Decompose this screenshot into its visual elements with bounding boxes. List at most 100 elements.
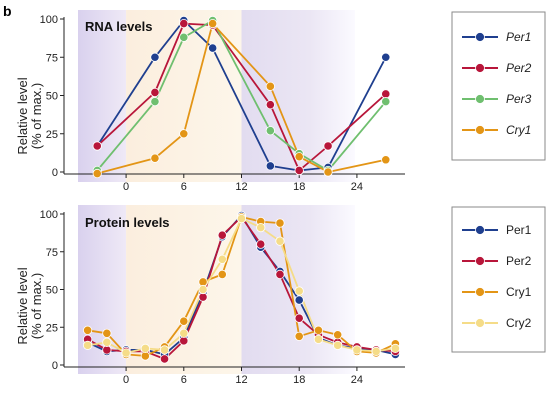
x-tick-label: 0 xyxy=(123,374,129,386)
protein-levels-chart: 0 25 50 75 100 0 6 12 18 24 Protein levels Relati… xyxy=(15,205,405,386)
legend-label: Cry2 xyxy=(506,316,532,330)
legend-label: Per3 xyxy=(506,92,532,106)
legend-item-cry1: Cry1 xyxy=(462,123,531,137)
data-point-per3 xyxy=(150,97,160,107)
data-point-per1 xyxy=(208,43,218,53)
data-point-per2 xyxy=(159,354,170,364)
protein-legend: Per1 Per2 Cry1 Cry2 xyxy=(451,206,546,353)
x-tick-label: 18 xyxy=(293,181,305,193)
data-point-per1 xyxy=(265,161,275,171)
night-band-early xyxy=(78,10,127,182)
data-point-cry1 xyxy=(179,316,189,326)
legend-label: Cry1 xyxy=(506,285,532,299)
legend-swatch-marker xyxy=(475,287,485,297)
data-point-cry1 xyxy=(381,155,391,165)
data-point-per2 xyxy=(179,18,189,29)
data-point-per1 xyxy=(381,52,391,62)
legend-swatch-marker xyxy=(475,32,485,42)
data-point-per2 xyxy=(294,165,304,176)
y-tick-label: 0 xyxy=(52,360,58,372)
y-tick-label: 75 xyxy=(46,247,58,259)
data-point-cry1 xyxy=(92,168,102,179)
legend-label: Per1 xyxy=(506,30,531,44)
data-point-cry2 xyxy=(294,286,304,296)
x-tick-label: 12 xyxy=(235,374,247,386)
y-axis-label: Relative level (% of max.) xyxy=(15,267,44,344)
legend-box xyxy=(451,206,546,353)
series-line-per3 xyxy=(96,19,387,172)
data-point-per2 xyxy=(198,292,208,302)
data-point-cry2 xyxy=(275,236,285,246)
data-point-per2 xyxy=(323,141,333,151)
data-point-cry2 xyxy=(390,343,400,353)
data-point-cry2 xyxy=(159,345,170,355)
y-axis-label-line-1: Relative level xyxy=(15,77,30,154)
y-tick-label: 0 xyxy=(52,167,58,179)
data-point-per3 xyxy=(179,32,189,42)
data-point-cry2 xyxy=(352,345,362,355)
legend-label: Per2 xyxy=(506,254,532,268)
data-point-cry1 xyxy=(102,328,112,338)
data-point-cry1 xyxy=(150,153,160,163)
legend-item-per1: Per1 xyxy=(462,30,531,44)
data-point-per2 xyxy=(256,239,266,249)
data-point-cry1 xyxy=(198,277,208,287)
data-point-per2 xyxy=(381,89,391,99)
data-point-per2 xyxy=(217,230,227,240)
data-point-cry2 xyxy=(179,328,189,338)
x-tick-label: 12 xyxy=(235,181,247,193)
data-point-per3 xyxy=(265,126,275,136)
data-point-per1 xyxy=(294,295,304,305)
legend-swatch-marker xyxy=(475,256,485,266)
data-point-cry2 xyxy=(217,254,227,264)
y-tick-label: 75 xyxy=(46,52,58,64)
x-tick-label: 6 xyxy=(181,374,187,386)
legend-label: Per1 xyxy=(506,223,532,237)
data-point-cry1 xyxy=(323,167,333,177)
data-point-per2 xyxy=(179,336,189,346)
legend-swatch-marker xyxy=(475,318,485,328)
y-axis-label-line-2: (% of max.) xyxy=(29,273,44,339)
y-axis-label: Relative level (% of max.) xyxy=(15,77,44,154)
y-axis-label-line-1: Relative level xyxy=(15,267,30,344)
chart-title: Protein levels xyxy=(85,215,170,230)
y-tick-label: 25 xyxy=(46,322,58,334)
data-point-cry1 xyxy=(140,351,150,361)
series-line-per2 xyxy=(96,22,387,172)
data-point-per1 xyxy=(150,52,160,62)
y-tick-label: 50 xyxy=(46,91,58,103)
chart-title: RNA levels xyxy=(85,19,152,34)
data-point-per3 xyxy=(381,97,391,107)
data-point-cry2 xyxy=(198,284,208,295)
data-point-cry1 xyxy=(217,269,227,279)
series-line-cry1 xyxy=(96,22,386,175)
data-point-cry2 xyxy=(333,340,343,350)
legend-item-cry1: Cry1 xyxy=(462,285,532,299)
legend-item-per1: Per1 xyxy=(462,223,532,237)
legend-label: Cry1 xyxy=(506,123,531,137)
panel-letter: b xyxy=(3,3,12,19)
legend-label: Per2 xyxy=(506,61,532,75)
data-point-per2 xyxy=(150,87,160,98)
x-tick-label: 0 xyxy=(123,181,129,193)
data-point-cry1 xyxy=(265,81,275,91)
data-point-cry1 xyxy=(313,325,324,335)
data-point-cry2 xyxy=(102,337,112,347)
data-point-cry1 xyxy=(275,218,285,228)
rna-legend: Per1 Per2 Per3 Cry1 xyxy=(451,11,546,161)
data-point-cry2 xyxy=(83,340,93,350)
legend-item-per3: Per3 xyxy=(462,92,532,106)
x-tick-label: 18 xyxy=(293,374,305,386)
data-point-cry2 xyxy=(371,346,381,357)
x-tick-label: 24 xyxy=(351,374,363,386)
data-point-cry2 xyxy=(121,348,131,358)
data-point-cry2 xyxy=(313,334,324,344)
data-point-cry1 xyxy=(83,325,93,335)
data-point-per2 xyxy=(102,345,112,355)
data-point-cry2 xyxy=(256,222,266,233)
legend-swatch-marker xyxy=(475,225,485,235)
data-point-per2 xyxy=(265,100,275,110)
data-point-cry1 xyxy=(333,330,343,340)
y-tick-label: 100 xyxy=(40,14,58,26)
